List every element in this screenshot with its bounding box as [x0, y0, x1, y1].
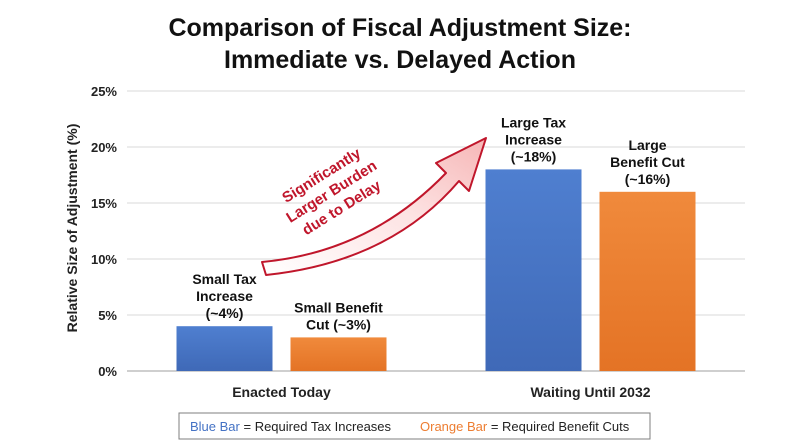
- data-label: Benefit Cut: [610, 154, 685, 170]
- legend-benefit-colored: Orange Bar: [420, 419, 488, 434]
- data-label: Cut (~3%): [306, 316, 371, 332]
- data-label: Large Tax: [501, 114, 566, 130]
- data-label: Small Tax: [192, 271, 257, 287]
- y-axis-label: Relative Size of Adjustment (%): [64, 124, 80, 333]
- chart-title: Comparison of Fiscal Adjustment Size: Im…: [168, 14, 631, 74]
- x-category-label: Waiting Until 2032: [530, 384, 650, 400]
- legend-item-tax: Blue Bar = Required Tax Increases: [190, 419, 392, 434]
- legend-tax-colored: Blue Bar: [190, 419, 241, 434]
- chart-title-line-1: Comparison of Fiscal Adjustment Size:: [168, 14, 631, 42]
- y-tick-label: 5%: [98, 308, 117, 323]
- bars: [176, 169, 696, 371]
- chart-title-line-2: Immediate vs. Delayed Action: [224, 46, 576, 74]
- data-label: Small Benefit: [294, 299, 383, 315]
- y-axis-ticks: 0% 5% 10% 15% 20% 25%: [91, 84, 117, 379]
- bar-tax-today: [176, 326, 273, 371]
- legend-benefit-text: = Required Benefit Cuts: [487, 419, 629, 434]
- x-axis-categories: Enacted Today Waiting Until 2032: [232, 384, 651, 400]
- x-category-label: Enacted Today: [232, 384, 331, 400]
- y-tick-label: 20%: [91, 140, 117, 155]
- y-tick-label: 0%: [98, 364, 117, 379]
- y-tick-label: 10%: [91, 252, 117, 267]
- bar-benefit-waiting: [599, 191, 696, 371]
- delay-arrow-shape: [261, 137, 487, 276]
- legend-item-benefit: Orange Bar = Required Benefit Cuts: [420, 419, 630, 434]
- data-label: Large: [628, 137, 666, 153]
- y-tick-label: 15%: [91, 196, 117, 211]
- bar-benefit-today: [290, 337, 387, 371]
- delay-arrow: Significantly Larger Burden due to Delay: [261, 137, 487, 276]
- y-tick-label: 25%: [91, 84, 117, 99]
- data-label: (~16%): [625, 171, 671, 187]
- data-label: (~4%): [206, 305, 244, 321]
- data-label: Increase: [196, 288, 253, 304]
- bar-tax-waiting: [485, 169, 582, 371]
- legend: Blue Bar = Required Tax Increases Orange…: [178, 412, 651, 440]
- legend-tax-text: = Required Tax Increases: [240, 419, 392, 434]
- data-label: (~18%): [511, 148, 557, 164]
- legend-box: [178, 412, 651, 440]
- data-label: Increase: [505, 131, 562, 147]
